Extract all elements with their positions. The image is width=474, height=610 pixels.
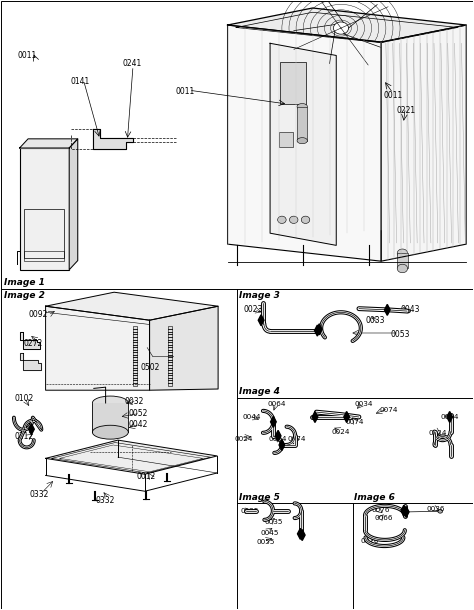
Text: 0074: 0074 [380, 407, 398, 413]
Text: 0042: 0042 [128, 420, 148, 429]
Ellipse shape [406, 309, 410, 313]
Polygon shape [275, 431, 281, 441]
Polygon shape [28, 424, 34, 435]
Text: 0112: 0112 [15, 432, 34, 441]
Bar [280, 62, 306, 104]
Bar [297, 107, 308, 141]
Text: 0026: 0026 [361, 538, 379, 544]
Text: 0035: 0035 [264, 519, 283, 525]
Ellipse shape [278, 216, 286, 223]
Text: 0011: 0011 [383, 90, 403, 99]
Polygon shape [401, 505, 407, 516]
Polygon shape [300, 529, 305, 540]
Polygon shape [403, 506, 409, 517]
Text: 0332: 0332 [29, 490, 48, 500]
Text: 0011: 0011 [175, 87, 195, 96]
Text: 0272: 0272 [23, 339, 43, 348]
Polygon shape [20, 332, 40, 350]
Polygon shape [317, 324, 322, 335]
Text: 0053: 0053 [391, 330, 410, 339]
Text: 0034: 0034 [268, 436, 287, 442]
Ellipse shape [297, 104, 308, 110]
Ellipse shape [397, 249, 408, 257]
Ellipse shape [92, 396, 128, 410]
Text: 0102: 0102 [15, 394, 34, 403]
Text: Image 6: Image 6 [354, 493, 395, 501]
FancyBboxPatch shape [19, 148, 69, 270]
Text: Image 5: Image 5 [239, 493, 280, 501]
Text: 0052: 0052 [128, 409, 148, 418]
Text: 0034: 0034 [354, 401, 373, 407]
Polygon shape [228, 25, 381, 261]
Polygon shape [46, 292, 218, 320]
Polygon shape [384, 304, 390, 315]
Text: 0011: 0011 [17, 51, 36, 60]
Bar [92, 403, 128, 432]
Ellipse shape [333, 22, 348, 34]
Polygon shape [69, 139, 78, 270]
Text: 0332: 0332 [95, 497, 115, 506]
Text: 0074: 0074 [346, 419, 364, 425]
Bar [279, 132, 293, 147]
Polygon shape [312, 412, 318, 423]
Polygon shape [46, 306, 150, 390]
Text: Image 3: Image 3 [239, 291, 280, 300]
Text: 0074: 0074 [287, 436, 306, 442]
Bar [168, 326, 172, 386]
Text: Image 1: Image 1 [4, 278, 46, 287]
Text: 0024: 0024 [234, 436, 253, 442]
Text: 0064: 0064 [440, 414, 459, 420]
Polygon shape [381, 25, 466, 261]
Ellipse shape [438, 509, 443, 513]
Text: 0076: 0076 [371, 507, 390, 513]
Polygon shape [150, 306, 218, 390]
Text: 0055: 0055 [257, 539, 275, 545]
Text: 0032: 0032 [125, 396, 145, 406]
Text: 0221: 0221 [397, 106, 416, 115]
Polygon shape [19, 139, 78, 148]
Text: 0044: 0044 [243, 414, 261, 420]
Polygon shape [258, 315, 264, 326]
Text: Image 4: Image 4 [239, 387, 280, 397]
Bar [24, 209, 64, 257]
Text: 0502: 0502 [140, 362, 159, 371]
Polygon shape [447, 412, 453, 423]
Bar [24, 251, 64, 260]
Ellipse shape [301, 216, 310, 223]
Polygon shape [271, 417, 276, 428]
Polygon shape [46, 440, 217, 474]
Text: 0036: 0036 [426, 506, 445, 512]
Text: 0043: 0043 [400, 306, 419, 314]
Ellipse shape [397, 264, 408, 273]
Bar [134, 326, 137, 386]
Text: Image 2: Image 2 [4, 291, 46, 300]
Text: 0045: 0045 [261, 529, 279, 536]
Text: 0025: 0025 [241, 508, 259, 514]
Ellipse shape [297, 138, 308, 144]
Polygon shape [298, 528, 303, 539]
Polygon shape [344, 412, 349, 423]
Text: 0024: 0024 [429, 430, 447, 436]
Text: 0033: 0033 [365, 317, 385, 325]
Polygon shape [270, 43, 336, 245]
Text: 0012: 0012 [137, 472, 156, 481]
Text: 0066: 0066 [374, 515, 392, 521]
Text: 0024: 0024 [331, 429, 350, 434]
Ellipse shape [290, 216, 298, 223]
Text: 0092: 0092 [28, 310, 47, 319]
Polygon shape [228, 8, 466, 42]
Text: 0141: 0141 [71, 77, 90, 86]
Polygon shape [315, 325, 320, 336]
Polygon shape [279, 439, 285, 450]
Bar [397, 253, 408, 268]
Polygon shape [93, 129, 133, 149]
Text: 0064: 0064 [267, 401, 286, 407]
Text: 0023: 0023 [244, 306, 263, 314]
Polygon shape [20, 353, 41, 370]
Ellipse shape [92, 425, 128, 439]
Text: 0241: 0241 [122, 60, 141, 68]
